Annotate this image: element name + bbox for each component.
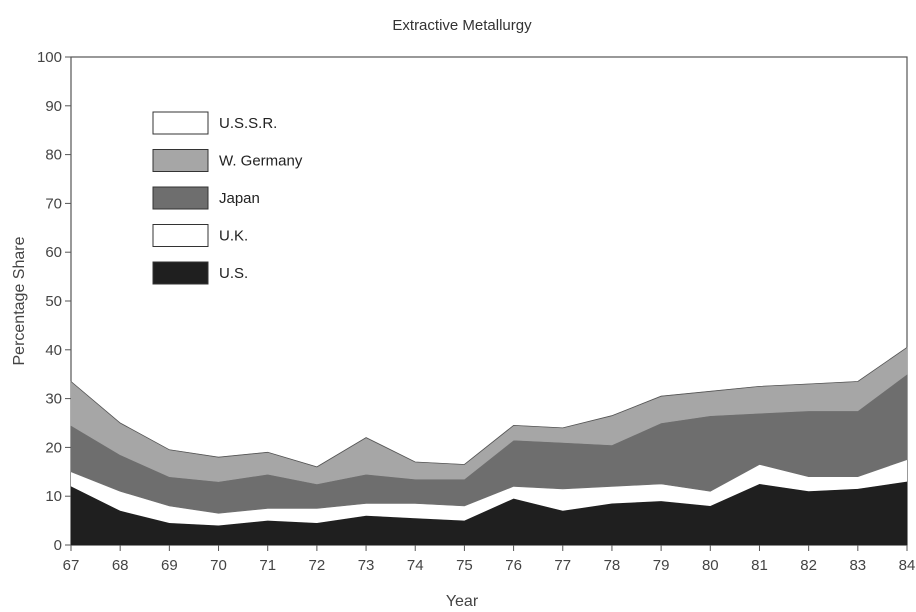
x-tick-label: 68 [112,557,129,574]
y-tick-label: 20 [45,439,62,456]
x-tick-label: 80 [702,557,719,574]
y-tick-label: 100 [37,49,62,66]
legend-label-japan: Japan [219,190,260,207]
total-outline [70,347,908,468]
legend-swatch-u-s-s-r [152,111,209,135]
x-tick-label: 70 [210,557,227,574]
legend-swatch-w-germany [152,149,209,172]
x-tick-label: 73 [358,557,375,574]
legend-label-u-s-s-r: U.S.S.R. [219,115,277,132]
legend-swatch-u-k [152,224,209,247]
x-tick-label: 78 [604,557,621,574]
stacked-areas [70,346,908,546]
x-tick-label: 72 [309,557,326,574]
x-tick-label: 69 [161,557,178,574]
x-tick-label: 71 [259,557,276,574]
x-axis: 67 68 69 70 71 72 73 74 75 76 77 78 79 80 81 82 83 84 [63,545,916,574]
y-tick-label: 40 [45,342,62,359]
x-tick-label: 84 [899,557,916,574]
y-tick-label: 0 [54,537,62,554]
chart-title: Extractive Metallurgy [392,17,532,34]
legend-swatch-japan [152,186,209,210]
x-tick-label: 76 [505,557,522,574]
x-axis-title: Year [446,593,479,610]
y-tick-label: 60 [45,244,62,261]
y-axis-title: Percentage Share [11,236,28,365]
y-tick-label: 30 [45,391,62,408]
y-tick-label: 10 [45,488,62,505]
x-tick-label: 83 [849,557,866,574]
legend: U.S.S.R. W. Germany Japan U.K. U.S. [152,111,303,285]
y-tick-label: 50 [45,293,62,310]
x-tick-label: 79 [653,557,670,574]
y-tick-label: 90 [45,98,62,115]
legend-label-u-s: U.S. [219,265,248,282]
x-tick-label: 82 [800,557,817,574]
x-tick-label: 75 [456,557,473,574]
x-tick-label: 74 [407,557,424,574]
area-u-k [71,459,907,526]
x-tick-label: 81 [751,557,768,574]
y-tick-label: 70 [45,195,62,212]
x-tick-label: 67 [63,557,80,574]
y-axis: 0 10 20 30 40 50 60 70 80 90 100 [37,49,71,554]
legend-swatch-u-s [152,261,209,285]
x-tick-label: 77 [554,557,571,574]
legend-label-w-germany: W. Germany [219,153,303,170]
y-tick-label: 80 [45,147,62,164]
legend-label-u-k: U.K. [219,228,248,245]
